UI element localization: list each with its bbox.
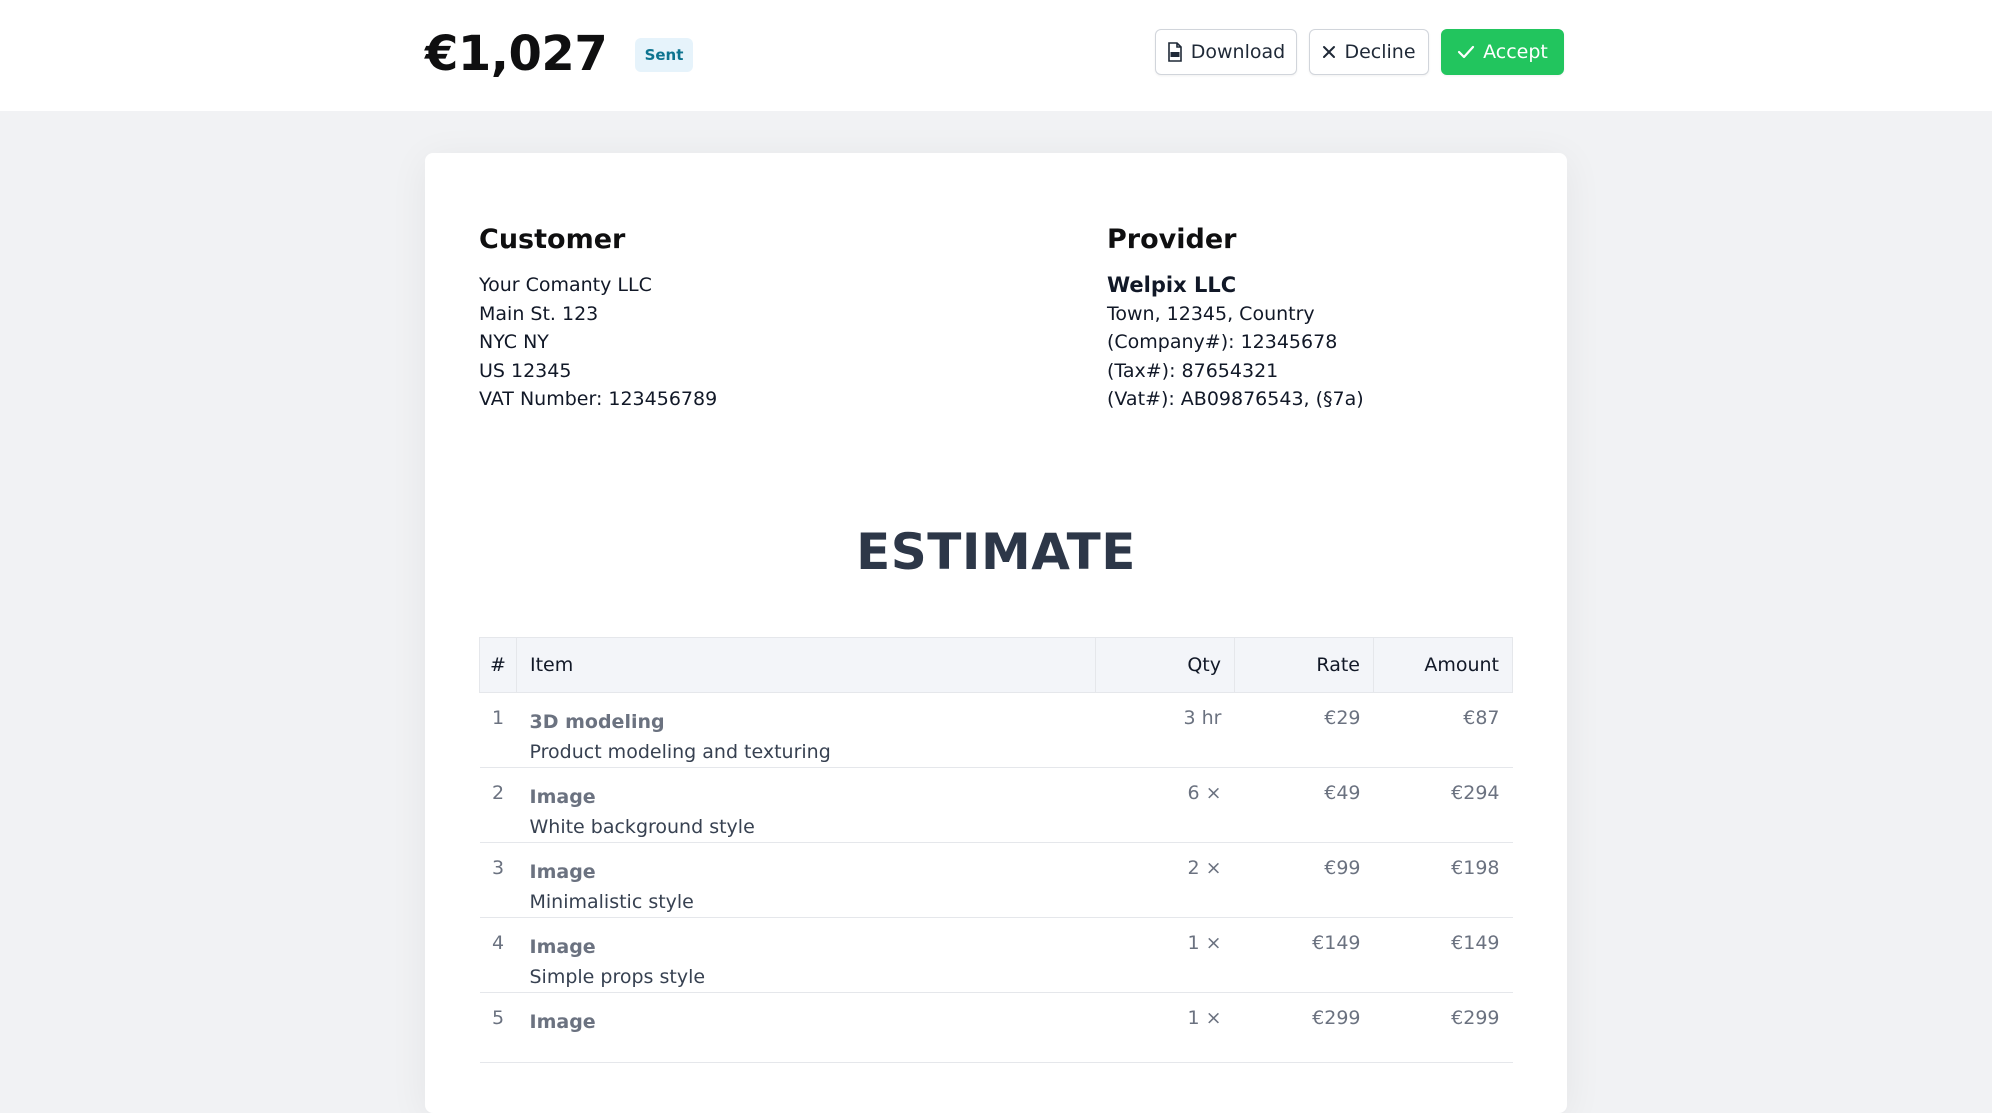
row-number: 1 [479,692,517,768]
customer-line: NYC NY [479,331,549,353]
row-amount: €87 [1373,692,1513,768]
accept-button[interactable]: Accept [1441,29,1564,75]
provider-heading: Provider [1107,224,1237,255]
document-title: ESTIMATE [856,523,1136,581]
row-item: Image Simple props style [516,917,1096,993]
row-rate: €299 [1234,992,1374,1063]
item-description: Product modeling and texturing [529,741,831,763]
pdf-file-icon [1167,42,1183,62]
col-header-qty: Qty [1095,637,1235,693]
item-description: Minimalistic style [529,891,694,913]
table-row: 3 Image Minimalistic style 2 × €99 €198 [479,842,1513,918]
provider-line: (Company#): 12345678 [1107,331,1338,353]
row-item: 3D modeling Product modeling and texturi… [516,692,1096,768]
row-number: 4 [479,917,517,993]
item-description: Simple props style [529,966,706,988]
download-button[interactable]: Download [1155,29,1297,75]
item-title: Image [529,936,596,958]
table-row: 5 Image 1 × €299 €299 [479,992,1513,1063]
item-title: Image [529,1011,596,1033]
table-row: 4 Image Simple props style 1 × €149 €149 [479,917,1513,993]
row-number: 5 [479,992,517,1063]
row-qty: 3 hr [1095,692,1235,768]
row-rate: €29 [1234,692,1374,768]
customer-heading: Customer [479,224,626,255]
accept-label: Accept [1483,41,1548,63]
provider-line: (Tax#): 87654321 [1107,359,1279,382]
decline-label: Decline [1344,41,1416,63]
row-amount: €149 [1373,917,1513,993]
estimate-document: Customer Your Comanty LLC Main St. 123 N… [425,153,1567,1113]
row-number: 3 [479,842,517,918]
decline-button[interactable]: Decline [1309,29,1429,75]
col-header-item: Item [516,637,1096,693]
col-header-rate: Rate [1234,637,1374,693]
col-header-amount: Amount [1373,637,1513,693]
check-icon [1457,45,1475,59]
row-amount: €294 [1373,767,1513,843]
table-row: 1 3D modeling Product modeling and textu… [479,692,1513,768]
customer-line: Main St. 123 [479,302,599,325]
row-number: 2 [479,767,517,843]
row-qty: 1 × [1095,917,1235,993]
row-item: Image Minimalistic style [516,842,1096,918]
customer-line: US 12345 [479,359,572,382]
row-rate: €49 [1234,767,1374,843]
row-qty: 6 × [1095,767,1235,843]
item-description: White background style [529,816,755,838]
status-badge: Sent [635,38,693,72]
line-items-table: # Item Qty Rate Amount 1 3D modeling Pro… [479,637,1513,1063]
row-amount: €299 [1373,992,1513,1063]
col-header-number: # [479,637,517,693]
customer-line: VAT Number: 123456789 [479,388,718,410]
provider-line: Town, 12345, Country [1107,302,1315,325]
row-qty: 2 × [1095,842,1235,918]
estimate-total: €1,027 [425,26,608,82]
customer-block: Customer Your Comanty LLC Main St. 123 N… [479,223,879,414]
provider-line: (Vat#): AB09876543, (§7a) [1107,388,1364,410]
item-title: 3D modeling [529,711,665,733]
provider-name: Welpix LLC [1107,273,1237,297]
provider-block: Provider Welpix LLC Town, 12345, Country… [1107,223,1507,414]
top-bar: €1,027 Sent Download Decline Accept [0,0,1992,111]
row-amount: €198 [1373,842,1513,918]
row-rate: €99 [1234,842,1374,918]
row-item: Image [516,992,1096,1063]
item-title: Image [529,786,596,808]
table-row: 2 Image White background style 6 × €49 €… [479,767,1513,843]
row-qty: 1 × [1095,992,1235,1063]
table-header-row: # Item Qty Rate Amount [479,637,1513,693]
row-item: Image White background style [516,767,1096,843]
customer-line: Your Comanty LLC [479,274,652,296]
row-rate: €149 [1234,917,1374,993]
item-title: Image [529,861,596,883]
download-label: Download [1190,41,1286,63]
close-icon [1322,45,1336,59]
